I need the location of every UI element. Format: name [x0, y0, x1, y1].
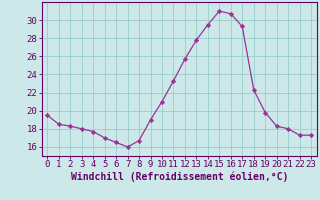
X-axis label: Windchill (Refroidissement éolien,°C): Windchill (Refroidissement éolien,°C)	[70, 172, 288, 182]
